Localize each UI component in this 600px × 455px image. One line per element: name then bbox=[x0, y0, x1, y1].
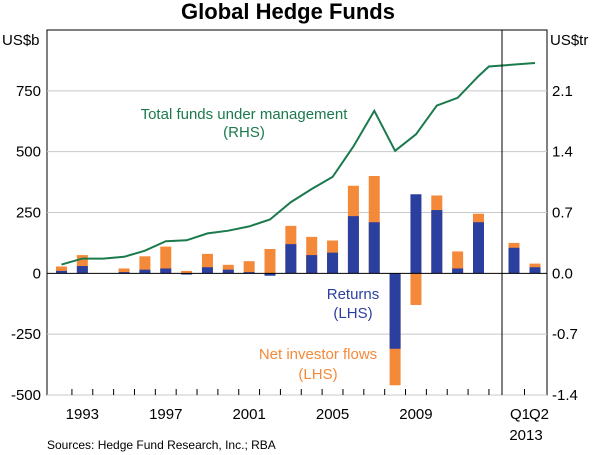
right-tick-label: 0.7 bbox=[552, 205, 573, 222]
x-label-q1: Q1 bbox=[510, 406, 530, 423]
left-tick-label: 0 bbox=[33, 265, 41, 282]
fum-annotation: Total funds under management bbox=[141, 106, 349, 123]
returns-bar bbox=[76, 266, 88, 274]
x-tick-label: 1993 bbox=[66, 406, 99, 423]
flows-bar bbox=[243, 261, 255, 274]
left-tick-label: 500 bbox=[16, 144, 41, 161]
returns-bar bbox=[243, 272, 255, 274]
x-tick-labels: 1993 1997 2001 2005 2009 bbox=[66, 406, 433, 423]
flows-annotation-unit: (LHS) bbox=[298, 366, 337, 383]
x-label-q2: Q2 bbox=[529, 406, 549, 423]
returns-bar bbox=[410, 194, 422, 274]
returns-bar bbox=[389, 273, 401, 349]
returns-bar bbox=[473, 222, 484, 274]
x-label-2013: 2013 bbox=[509, 427, 542, 444]
returns-bar bbox=[201, 267, 213, 274]
returns-bar bbox=[181, 273, 193, 275]
returns-bars bbox=[56, 194, 541, 349]
flows-bar bbox=[264, 249, 276, 274]
returns-bar bbox=[368, 222, 380, 274]
flows-bar bbox=[56, 266, 67, 274]
flows-bar bbox=[452, 251, 464, 274]
flows-bar bbox=[118, 268, 130, 274]
left-axis-unit: US$b bbox=[2, 32, 40, 49]
flows-bar bbox=[181, 270, 193, 274]
returns-annotation: Returns bbox=[327, 286, 380, 303]
returns-bar bbox=[529, 267, 541, 274]
flows-annotation: Net investor flows bbox=[259, 346, 377, 363]
returns-bar bbox=[222, 269, 234, 274]
right-tick-label: 2.1 bbox=[552, 83, 573, 100]
right-tick-labels: 2.1 1.4 0.7 0.0 -0.7 -1.4 bbox=[552, 83, 578, 404]
chart-title: Global Hedge Funds bbox=[181, 0, 395, 24]
left-tick-label: -500 bbox=[11, 387, 41, 404]
returns-bar bbox=[306, 255, 318, 274]
left-tick-label: 250 bbox=[16, 205, 41, 222]
returns-bar bbox=[139, 269, 151, 274]
returns-annotation-unit: (LHS) bbox=[333, 305, 372, 322]
returns-bar bbox=[56, 270, 67, 274]
x-tick-label: 2009 bbox=[399, 406, 432, 423]
returns-bar bbox=[431, 210, 443, 274]
flows-bar bbox=[306, 236, 318, 274]
source-note: Sources: Hedge Fund Research, Inc.; RBA bbox=[47, 438, 276, 452]
left-tick-label: -250 bbox=[11, 326, 41, 343]
right-axis-unit: US$tr bbox=[550, 32, 588, 49]
returns-bar bbox=[285, 244, 297, 274]
returns-bar bbox=[327, 252, 339, 274]
returns-bar bbox=[264, 273, 276, 276]
returns-bar bbox=[160, 268, 172, 274]
right-tick-label: -1.4 bbox=[552, 387, 578, 404]
returns-bar bbox=[347, 216, 359, 274]
flows-bar bbox=[410, 273, 422, 305]
returns-bar bbox=[508, 247, 520, 274]
returns-bar bbox=[118, 272, 130, 274]
returns-bar bbox=[452, 268, 464, 274]
x-tick-label: 2001 bbox=[232, 406, 265, 423]
left-tick-label: 750 bbox=[16, 83, 41, 100]
right-tick-label: 1.4 bbox=[552, 144, 573, 161]
flows-bar bbox=[139, 256, 151, 274]
right-tick-label: -0.7 bbox=[552, 326, 578, 343]
left-tick-labels: 750 500 250 0 -250 -500 bbox=[11, 83, 41, 404]
flows-bar bbox=[160, 246, 172, 274]
right-tick-label: 0.0 bbox=[552, 265, 573, 282]
flows-bar bbox=[201, 253, 213, 274]
flows-bar bbox=[222, 264, 234, 274]
x-tick-label: 2005 bbox=[316, 406, 349, 423]
flows-bar bbox=[76, 255, 88, 274]
fum-line bbox=[61, 62, 536, 266]
fum-annotation-unit: (RHS) bbox=[223, 124, 265, 141]
x-tick-marks bbox=[71, 389, 525, 395]
x-tick-label: 1997 bbox=[149, 406, 182, 423]
